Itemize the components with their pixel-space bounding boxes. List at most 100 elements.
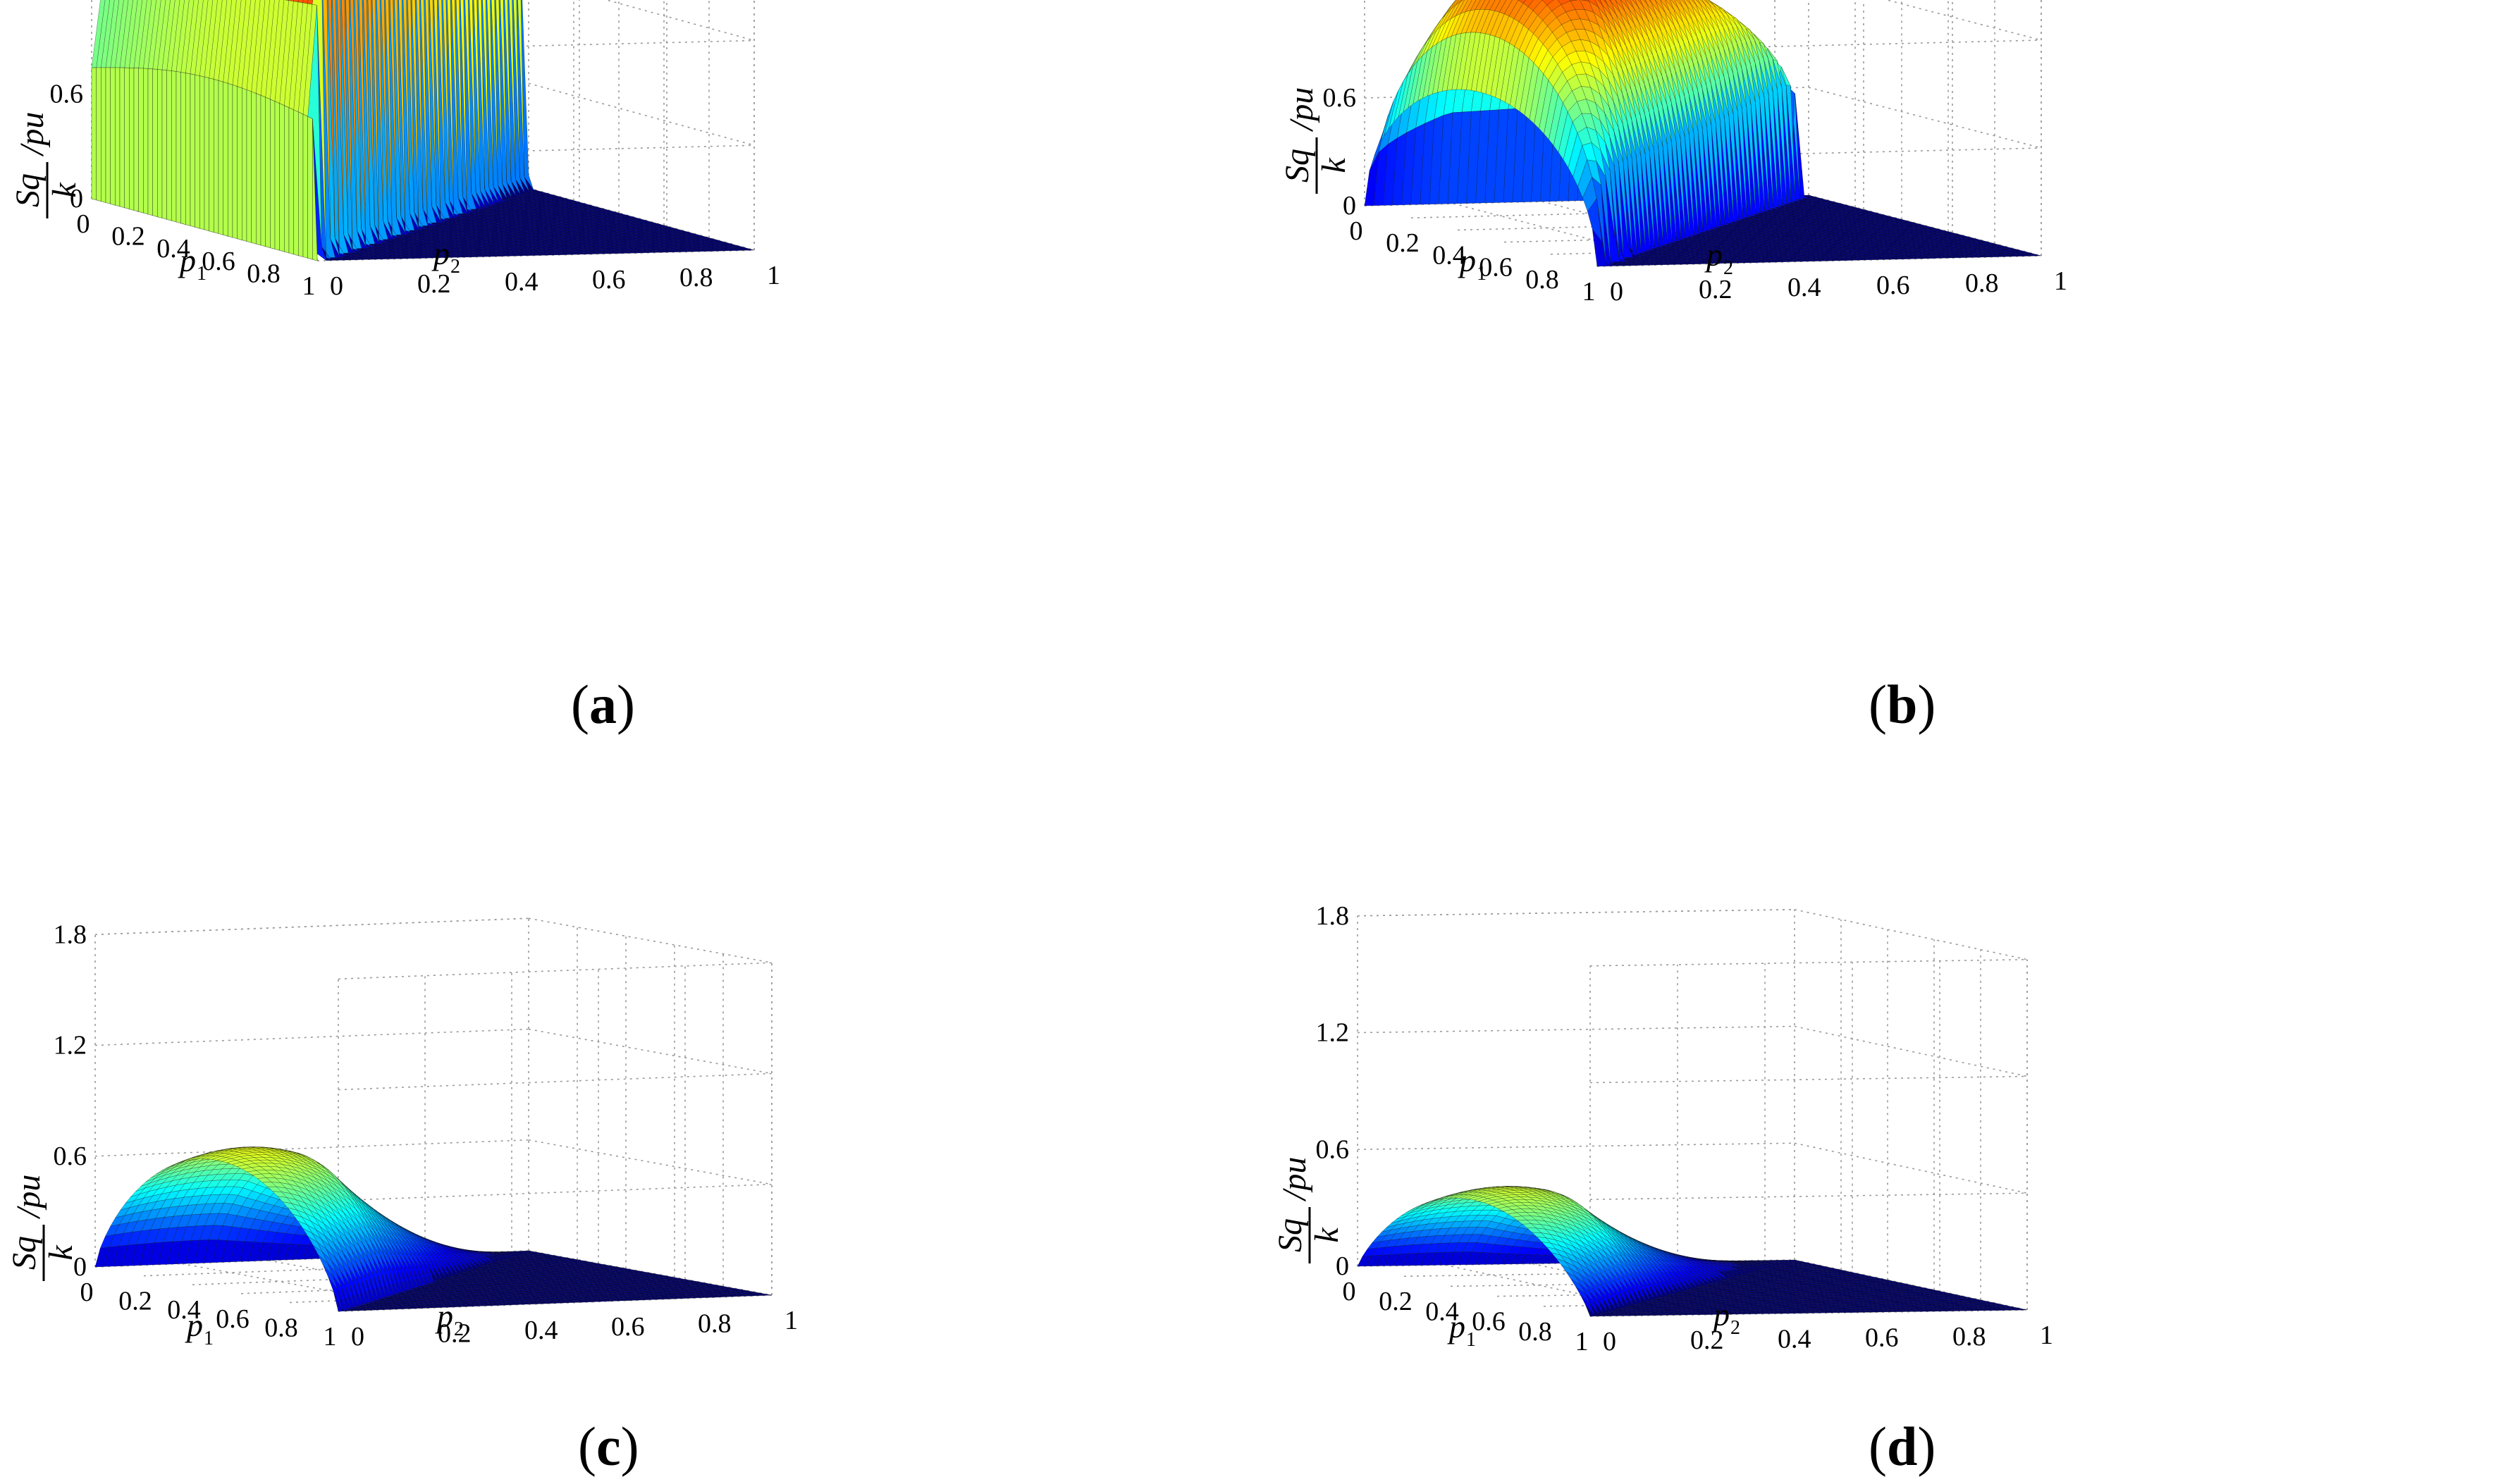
caption-c: (c) (578, 1416, 639, 1477)
y-axis-label-sub: 2 (1723, 257, 1733, 279)
z-tick-label: 1.8 (54, 920, 87, 949)
surface-mesh (94, 1146, 773, 1312)
z-label-unit: /pu (10, 1175, 47, 1220)
chart-c-svg: 0 0.2 0.4 0.6 0.8 1 0 0.2 0.4 0.6 0.8 100.61.21.8p 1… (6, 917, 799, 1352)
y-tick-label: 0 (1603, 1327, 1616, 1356)
surface-mesh (1364, 0, 2042, 267)
z-tick-label: 0.6 (1316, 1134, 1350, 1164)
z-axis-label: Sq k/pu (1272, 1157, 1346, 1263)
x-tick-label: 0.4 (1425, 1297, 1459, 1326)
x-tick-label: 0.4 (167, 1295, 201, 1325)
caption-b: (b) (1869, 674, 1936, 735)
x-tick-label: 1 (1575, 1327, 1589, 1356)
z-tick-label: 0 (70, 184, 83, 214)
z-axis-label: Sq k/pu (9, 112, 83, 218)
z-axis-label: Sq k/pu (6, 1175, 80, 1281)
caption-c-letter: c (596, 1416, 621, 1477)
z-label-numerator: Sq (9, 173, 47, 207)
z-label-numerator: Sq (6, 1236, 43, 1270)
y-tick-label: 1 (767, 261, 780, 290)
y-tick-label: 0.2 (1699, 275, 1733, 304)
chart-panel-b: 00.20.40.60.8100.20.40.60.8100.61.21.8p1… (1259, 0, 2517, 742)
z-tick-label: 0.6 (50, 79, 84, 109)
x-tick-label: 0 (1343, 1277, 1356, 1306)
y-tick-label: 1 (2054, 266, 2067, 296)
x-axis-label: p (185, 1307, 203, 1343)
y-axis-label: p (1704, 237, 1723, 273)
surface-mesh (91, 0, 755, 261)
x-tick-label: 0 (1350, 216, 1363, 246)
x-tick-label: 0.8 (1518, 1317, 1552, 1347)
y-tick-label: 0.2 (438, 1318, 472, 1348)
x-axis-label: p (1447, 1309, 1465, 1344)
x-tick-label: 1 (324, 1322, 337, 1352)
caption-a-letter: a (589, 674, 617, 735)
y-axis-label: p (431, 235, 450, 271)
chart-panel-d: 0 0.2 0.4 0.6 0.8 1 0 0.2 0.4 0.6 0.8 1 0 0.6 1.2 1.8 p 1… (1259, 742, 2517, 1484)
x-axis-label-sub: 1 (1466, 1329, 1476, 1351)
x-axis-label: p (178, 242, 196, 278)
caption-b-letter: b (1886, 674, 1918, 735)
caption-d: (d) (1869, 1416, 1936, 1477)
chart-panel-c: 0 0.2 0.4 0.6 0.8 1 0 0.2 0.4 0.6 0.8 1 0 0.6 1.2 1.8 p 1… (0, 742, 1258, 1484)
y-axis-label: p (1711, 1297, 1730, 1332)
y-tick-label: 0.4 (524, 1316, 558, 1345)
y-tick-label: 0 (330, 271, 343, 301)
x-tick-label: 0 (80, 1278, 94, 1307)
x-tick-label: 0 (77, 209, 90, 239)
z-tick-label: 1.2 (1316, 1018, 1350, 1048)
z-tick-label: 1.8 (1316, 901, 1350, 931)
y-tick-label: 0.8 (1952, 1322, 1986, 1352)
y-tick-label: 0.2 (417, 269, 451, 299)
z-label-denominator: k (1308, 1227, 1346, 1243)
x-axis-label-sub: 1 (1477, 263, 1487, 285)
z-label-denominator: k (1315, 157, 1353, 173)
y-tick-label: 1 (784, 1306, 798, 1335)
y-tick-label: 0.4 (1778, 1324, 1811, 1354)
y-tick-label: 0.4 (505, 267, 539, 297)
x-tick-label: 0.8 (247, 259, 281, 288)
chart-a-svg: 00.20.40.60.8100.20.40.60.8100.61.21.8p1… (9, 0, 781, 301)
x-tick-label: 1 (302, 271, 316, 301)
chart-d-svg: 0 0.2 0.4 0.6 0.8 1 0 0.2 0.4 0.6 0.8 100.61.21.8p 1… (1272, 901, 2054, 1356)
y-axis-label-sub: 2 (454, 1318, 464, 1340)
z-axis-label: Sq k/pu (1279, 87, 1353, 194)
x-tick-label: 0.6 (1479, 253, 1513, 283)
y-tick-label: 0.4 (1787, 273, 1821, 302)
y-tick-label: 0.6 (1865, 1323, 1899, 1353)
y-axis-label-sub: 2 (450, 256, 460, 278)
z-tick-label: 1.2 (54, 1031, 87, 1061)
z-label-unit: /pu (13, 112, 51, 157)
z-tick-label: 0 (73, 1252, 87, 1282)
y-tick-label: 0 (1610, 277, 1623, 307)
z-tick-label: 1.2 (1323, 0, 1357, 5)
x-tick-label: 0.2 (111, 222, 145, 252)
z-tick-label: 0.6 (1323, 83, 1357, 113)
z-tick-label: 0 (1343, 191, 1356, 221)
y-axis-label: p (435, 1298, 453, 1334)
y-tick-label: 0.8 (1965, 268, 1999, 298)
x-tick-label: 0.2 (1379, 1287, 1413, 1316)
z-tick-label: 1.2 (50, 0, 84, 4)
chart-b-svg: 00.20.40.60.8100.20.40.60.8100.61.21.8p1… (1279, 0, 2068, 307)
caption-a: (a) (571, 674, 635, 735)
x-tick-label: 0.6 (1472, 1307, 1506, 1337)
z-label-unit: /pu (1283, 87, 1320, 132)
y-axis-label-sub: 2 (1730, 1317, 1740, 1339)
x-tick-label: 0.4 (156, 234, 190, 264)
x-axis-label-sub: 1 (204, 1328, 214, 1349)
x-axis-label-sub: 1 (197, 263, 207, 285)
front-skirt (91, 67, 318, 261)
z-label-numerator: Sq (1272, 1218, 1309, 1252)
x-tick-label: 0.6 (202, 247, 235, 276)
z-tick-label: 0.6 (54, 1142, 87, 1171)
x-tick-label: 0.4 (1432, 240, 1466, 270)
x-axis-label: p (1458, 242, 1476, 278)
x-tick-label: 1 (1582, 277, 1596, 307)
y-tick-label: 0.6 (592, 265, 626, 295)
chart-panel-a: 00.20.40.60.8100.20.40.60.8100.61.21.8p1… (0, 0, 1258, 742)
